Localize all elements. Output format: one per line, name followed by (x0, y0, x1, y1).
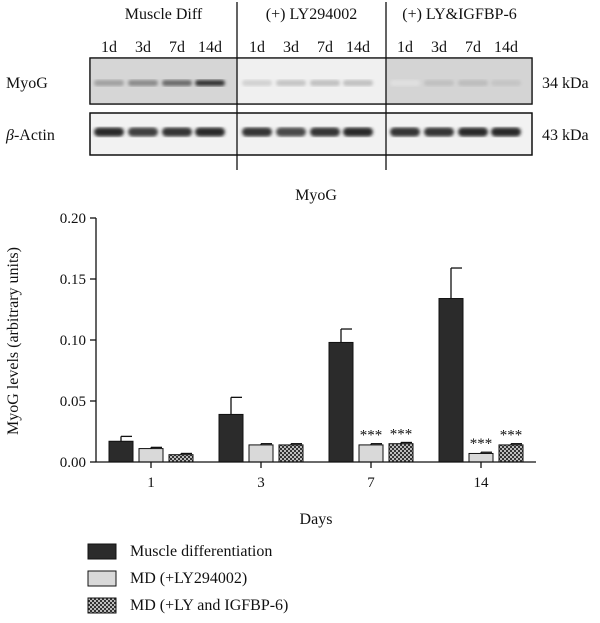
row-label-prefix: β (5, 127, 14, 144)
x-tick-label: 14 (474, 475, 490, 491)
blot-lane-label: 1d (249, 39, 265, 56)
blot-lane-label: 14d (494, 39, 518, 56)
myog-strip (89, 57, 533, 105)
blot-band (195, 80, 225, 86)
blot-band (424, 127, 454, 137)
blot-lane-label: 7d (465, 39, 481, 56)
blot-lane-label: 3d (431, 39, 447, 56)
x-tick-label: 3 (257, 475, 265, 491)
blot-band (162, 80, 192, 86)
significance-marker: *** (390, 426, 413, 442)
blot-lane-label: 3d (135, 39, 151, 56)
significance-marker: *** (470, 436, 493, 452)
bar-md-ly-and-igfbp-6- (498, 444, 524, 463)
bar-md-ly294002- (138, 448, 164, 463)
row-label-actin-text: -Actin (14, 127, 55, 144)
blot-band (390, 80, 420, 86)
blot-band (162, 127, 192, 137)
blot-band (424, 80, 454, 86)
bar-chart: MyoG MyoG levels (arbitrary units) Days … (5, 187, 536, 528)
chart-title: MyoG (295, 187, 337, 204)
blot-lane-label: 7d (169, 39, 185, 56)
bar-muscle-differentiation (438, 298, 464, 463)
blot-band (128, 127, 158, 137)
blot-band (491, 127, 521, 137)
blot-band (276, 127, 306, 137)
blot-group-label: (+) LY&IGFBP-6 (402, 6, 517, 23)
weight-actin: 43 kDa (542, 127, 589, 144)
significance-marker: *** (360, 428, 383, 444)
blot-lane-label: 14d (346, 39, 370, 56)
significance-marker: *** (500, 428, 523, 444)
legend-swatch (87, 597, 117, 614)
blot-group-label: Muscle Diff (125, 6, 203, 23)
blot-band (310, 80, 340, 86)
x-tick-label: 7 (367, 475, 375, 491)
y-tick-label: 0.00 (60, 455, 86, 471)
bar-md-ly294002- (358, 444, 384, 463)
legend-label: MD (+LY294002) (130, 570, 247, 587)
y-axis-label: MyoG levels (arbitrary units) (5, 247, 22, 435)
row-label-myog: MyoG (6, 75, 48, 92)
blot-band (242, 127, 272, 137)
blot-lane-label: 3d (283, 39, 299, 56)
y-tick-label: 0.10 (60, 333, 86, 349)
blot-band (94, 80, 124, 86)
bar-md-ly-and-igfbp-6- (388, 443, 414, 463)
y-tick-label: 0.05 (60, 394, 86, 410)
weight-myog: 34 kDa (542, 75, 589, 92)
legend-swatch (87, 570, 117, 587)
blot-band (276, 80, 306, 86)
legend: Muscle differentiation MD (+LY294002) MD (… (87, 543, 288, 614)
bar-md-ly294002- (248, 444, 274, 463)
bar-md-ly294002- (468, 452, 494, 463)
blot-band (491, 80, 521, 86)
western-blot-panel: Muscle Diff (+) LY294002 (+) LY&IGFBP-6 1d… (5, 2, 589, 170)
y-tick-label: 0.15 (60, 272, 86, 288)
blot-lane-label: 1d (101, 39, 117, 56)
x-axis-label: Days (300, 511, 333, 528)
y-tick-label: 0.20 (60, 211, 86, 227)
blot-band (128, 80, 158, 86)
blot-band (458, 80, 488, 86)
blot-band (242, 80, 272, 86)
blot-band (343, 80, 373, 86)
blot-lane-label: 7d (317, 39, 333, 56)
legend-swatch (87, 543, 117, 560)
legend-label: MD (+LY and IGFBP-6) (130, 597, 288, 614)
row-label-actin: β-Actin (5, 127, 55, 144)
blot-lane-label: 14d (198, 39, 222, 56)
blot-band (195, 127, 225, 137)
legend-label: Muscle differentiation (130, 543, 272, 560)
bar-md-ly-and-igfbp-6- (278, 444, 304, 463)
actin-strip (89, 112, 533, 156)
blot-group-label: (+) LY294002 (266, 6, 357, 23)
bar-muscle-differentiation (328, 341, 354, 463)
blot-band (94, 127, 124, 137)
blot-band (310, 127, 340, 137)
blot-lane-label: 1d (397, 39, 413, 56)
x-tick-label: 1 (147, 475, 155, 491)
bar-md-ly-and-igfbp-6- (168, 454, 194, 463)
bar-muscle-differentiation (218, 413, 244, 463)
blot-band (390, 127, 420, 137)
bar-muscle-differentiation (108, 440, 134, 463)
blot-band (343, 127, 373, 137)
blot-band (458, 127, 488, 137)
